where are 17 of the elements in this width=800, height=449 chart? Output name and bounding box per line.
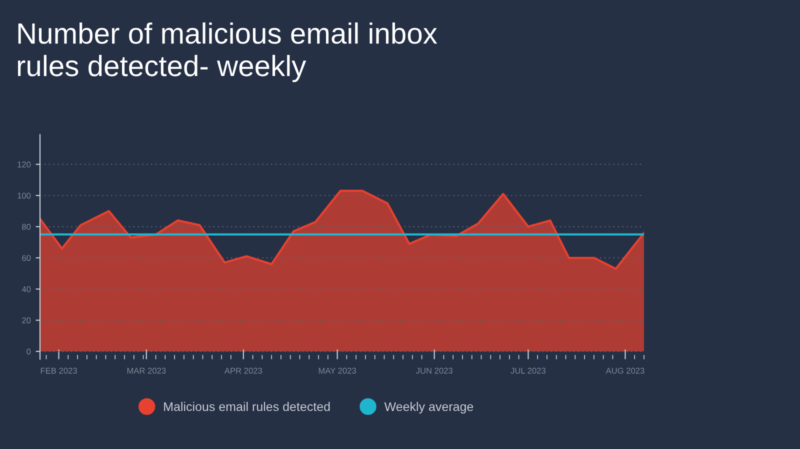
legend-label: Malicious email rules detected — [164, 402, 330, 412]
y-tick-label: 60 — [22, 255, 31, 261]
y-tick-label: 120 — [18, 162, 31, 168]
x-tick-label: MAY 2023 — [318, 368, 356, 374]
x-tick-label: FEB 2023 — [40, 368, 77, 374]
x-tick-label: AUG 2023 — [606, 368, 644, 374]
y-tick-label: 0 — [26, 348, 31, 355]
x-tick-label: JUL 2023 — [510, 368, 546, 374]
y-tick-label: 100 — [18, 192, 31, 199]
x-tick-label: MAR 2023 — [127, 368, 166, 374]
y-tick-label: 80 — [22, 224, 31, 230]
chart-title: Number of malicious email inbox rules detected- weekly — [18, 22, 438, 82]
x-tick-label: APR 2023 — [224, 368, 262, 374]
y-tick-label: 40 — [22, 286, 31, 292]
legend-label: Weekly average — [384, 402, 474, 414]
x-tick-label: JUN 2023 — [416, 368, 452, 374]
y-tick-label: 20 — [22, 317, 31, 324]
